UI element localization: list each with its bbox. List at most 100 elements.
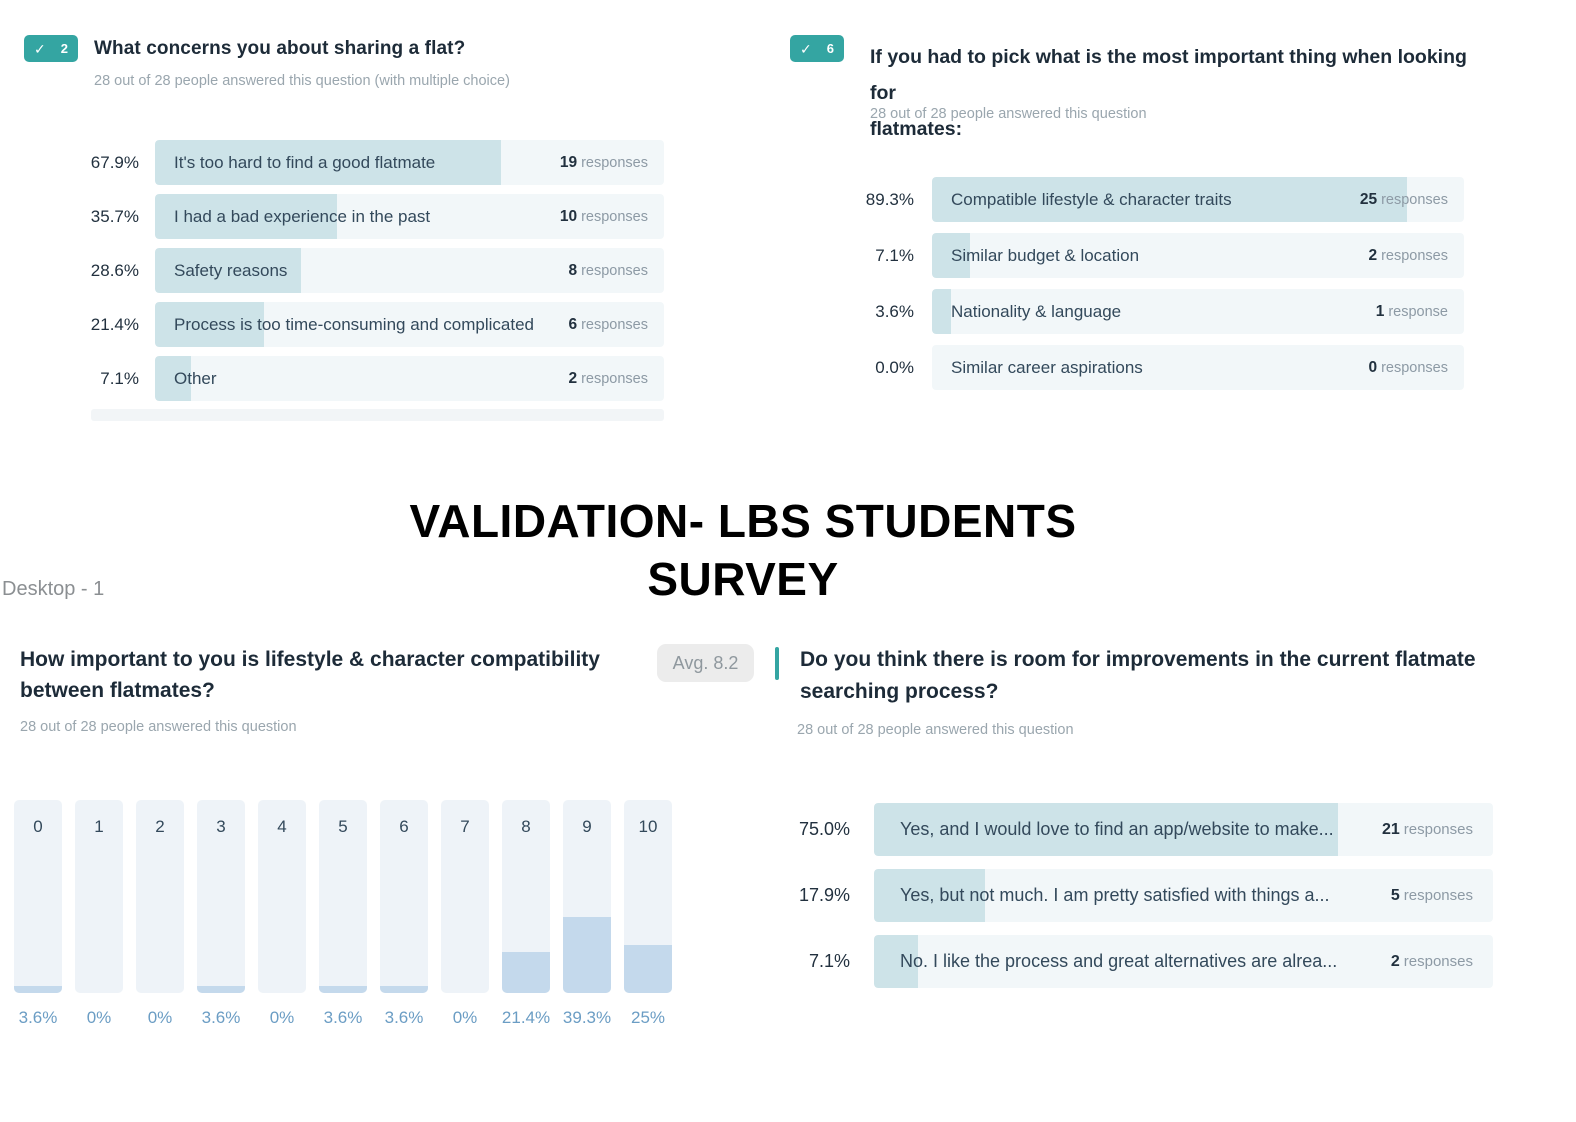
frame-label[interactable]: Desktop - 1: [2, 578, 105, 600]
q6-bar-list: 89.3% Compatible lifestyle & character t…: [790, 177, 1464, 401]
column-percent: 3.6%: [323, 1008, 363, 1027]
bar-fill: [155, 248, 301, 293]
column-fill: [319, 986, 367, 993]
row-percent: 17.9%: [798, 885, 850, 905]
count-unit: responses: [581, 208, 648, 225]
question-subtitle: 28 out of 28 people answered this questi…: [94, 73, 510, 89]
count-number: 2: [1368, 246, 1378, 264]
row-percent: 0.0%: [875, 357, 914, 377]
question-subtitle: 28 out of 28 people answered this questi…: [870, 106, 1147, 122]
bar-track: Yes, and I would love to find an app/web…: [874, 803, 1493, 856]
count-unit: responses: [1381, 359, 1448, 376]
column-track: 6: [380, 800, 428, 993]
bar-count: 8 responses: [568, 262, 664, 280]
page-title-line1: VALIDATION- LBS STUDENTS: [409, 495, 1077, 547]
column-value-label: 4: [277, 817, 287, 836]
bar-count: 2 responses: [1391, 953, 1493, 971]
question-2-badge: ✓ 2: [24, 35, 78, 62]
bar-fill: [155, 302, 264, 347]
bar-row: 35.7% I had a bad experience in the past…: [20, 194, 664, 239]
histogram-column: 7 0%: [441, 800, 489, 1028]
bar-track: Similar budget & location 2 responses: [932, 233, 1464, 278]
bar-count: 2 responses: [568, 370, 664, 388]
rating-histogram: 0 3.6% 1 0% 2 0% 3 3.6%: [14, 800, 672, 1028]
histogram-column: 8 21.4%: [502, 800, 550, 1028]
question-title-line1: Do you think there is room for improveme…: [800, 648, 1476, 671]
row-percent: 28.6%: [90, 260, 139, 280]
count-unit: responses: [581, 154, 648, 171]
histogram-column: 2 0%: [136, 800, 184, 1028]
question-subtitle: 28 out of 28 people answered this questi…: [797, 722, 1074, 738]
row-percent: 7.1%: [875, 245, 914, 265]
count-number: 6: [568, 315, 578, 333]
column-value-label: 7: [460, 817, 470, 836]
count-number: 1: [1375, 302, 1385, 320]
bar-track: No. I like the process and great alterna…: [874, 935, 1493, 988]
column-track: 0: [14, 800, 62, 993]
bar-fill: [874, 869, 985, 922]
bar-row: 7.1% Similar budget & location 2 response…: [790, 233, 1464, 278]
histogram-column: 4 0%: [258, 800, 306, 1028]
bar-label: Process is too time-consuming and compli…: [174, 314, 534, 334]
column-value-label: 0: [33, 817, 43, 836]
column-value-label: 2: [155, 817, 165, 836]
bar-row: 7.1% Other 2 responses: [20, 356, 664, 401]
column-fill: [563, 917, 611, 993]
count-unit: response: [1388, 303, 1448, 320]
question-title: How important to you is lifestyle & char…: [20, 644, 650, 706]
histogram-column: 0 3.6%: [14, 800, 62, 1028]
column-percent: 3.6%: [201, 1008, 241, 1027]
column-value-label: 3: [216, 817, 226, 836]
histogram-column: 6 3.6%: [380, 800, 428, 1028]
row-percent: 7.1%: [100, 368, 139, 388]
bar-count: 5 responses: [1391, 887, 1493, 905]
column-percent: 0%: [86, 1008, 112, 1027]
column-fill: [502, 951, 550, 993]
count-number: 21: [1381, 820, 1400, 838]
count-number: 25: [1359, 190, 1378, 208]
count-unit: responses: [581, 316, 648, 333]
count-unit: responses: [1381, 191, 1448, 208]
column-value-label: 5: [338, 817, 348, 836]
count-number: 19: [559, 153, 578, 171]
column-value-label: 10: [638, 817, 658, 836]
bar-row: 0.0% Similar career aspirations 0 respons…: [790, 345, 1464, 390]
q-improve-bar-list: 75.0% Yes, and I would love to find an a…: [770, 803, 1493, 1001]
column-percent: 0%: [147, 1008, 173, 1027]
bar-track: Yes, but not much. I am pretty satisfied…: [874, 869, 1493, 922]
bar-label: Similar career aspirations: [951, 357, 1143, 377]
bar-count: 19 responses: [560, 154, 664, 172]
column-percent: 0%: [269, 1008, 295, 1027]
q2-bar-list: 67.9% It's too hard to find a good flatm…: [20, 140, 664, 410]
bar-count: 25 responses: [1360, 191, 1464, 209]
question-title-line2: searching process?: [800, 680, 999, 703]
bar-count: 0 responses: [1368, 359, 1464, 377]
bar-track: I had a bad experience in the past 10 res…: [155, 194, 664, 239]
bar-row: 75.0% Yes, and I would love to find an a…: [770, 803, 1493, 856]
count-unit: responses: [581, 370, 648, 387]
count-number: 2: [568, 369, 578, 387]
count-unit: responses: [1403, 952, 1473, 970]
bar-label: Compatible lifestyle & character traits: [951, 189, 1232, 209]
column-track: 9: [563, 800, 611, 993]
column-percent: 3.6%: [384, 1008, 424, 1027]
row-percent: 3.6%: [875, 301, 914, 321]
row-percent: 67.9%: [90, 152, 139, 172]
histogram-column: 5 3.6%: [319, 800, 367, 1028]
page-title-line2: SURVEY: [647, 553, 839, 605]
bar-count: 6 responses: [568, 316, 664, 334]
bar-label: Safety reasons: [174, 260, 288, 280]
bar-row: 21.4% Process is too time-consuming and …: [20, 302, 664, 347]
question-title-line2: between flatmates?: [20, 679, 215, 702]
bar-track: Nationality & language 1 response: [932, 289, 1464, 334]
row-percent: 7.1%: [808, 951, 850, 971]
count-number: 5: [1390, 886, 1400, 904]
row-percent: 21.4%: [90, 314, 139, 334]
column-fill: [380, 986, 428, 993]
column-fill: [14, 986, 62, 993]
bar-fill: [874, 803, 1339, 856]
bar-track: Compatible lifestyle & character traits …: [932, 177, 1464, 222]
bar-row: 7.1% No. I like the process and great al…: [770, 935, 1493, 988]
column-track: 8: [502, 800, 550, 993]
bar-label: Yes, and I would love to find an app/web…: [900, 819, 1334, 839]
